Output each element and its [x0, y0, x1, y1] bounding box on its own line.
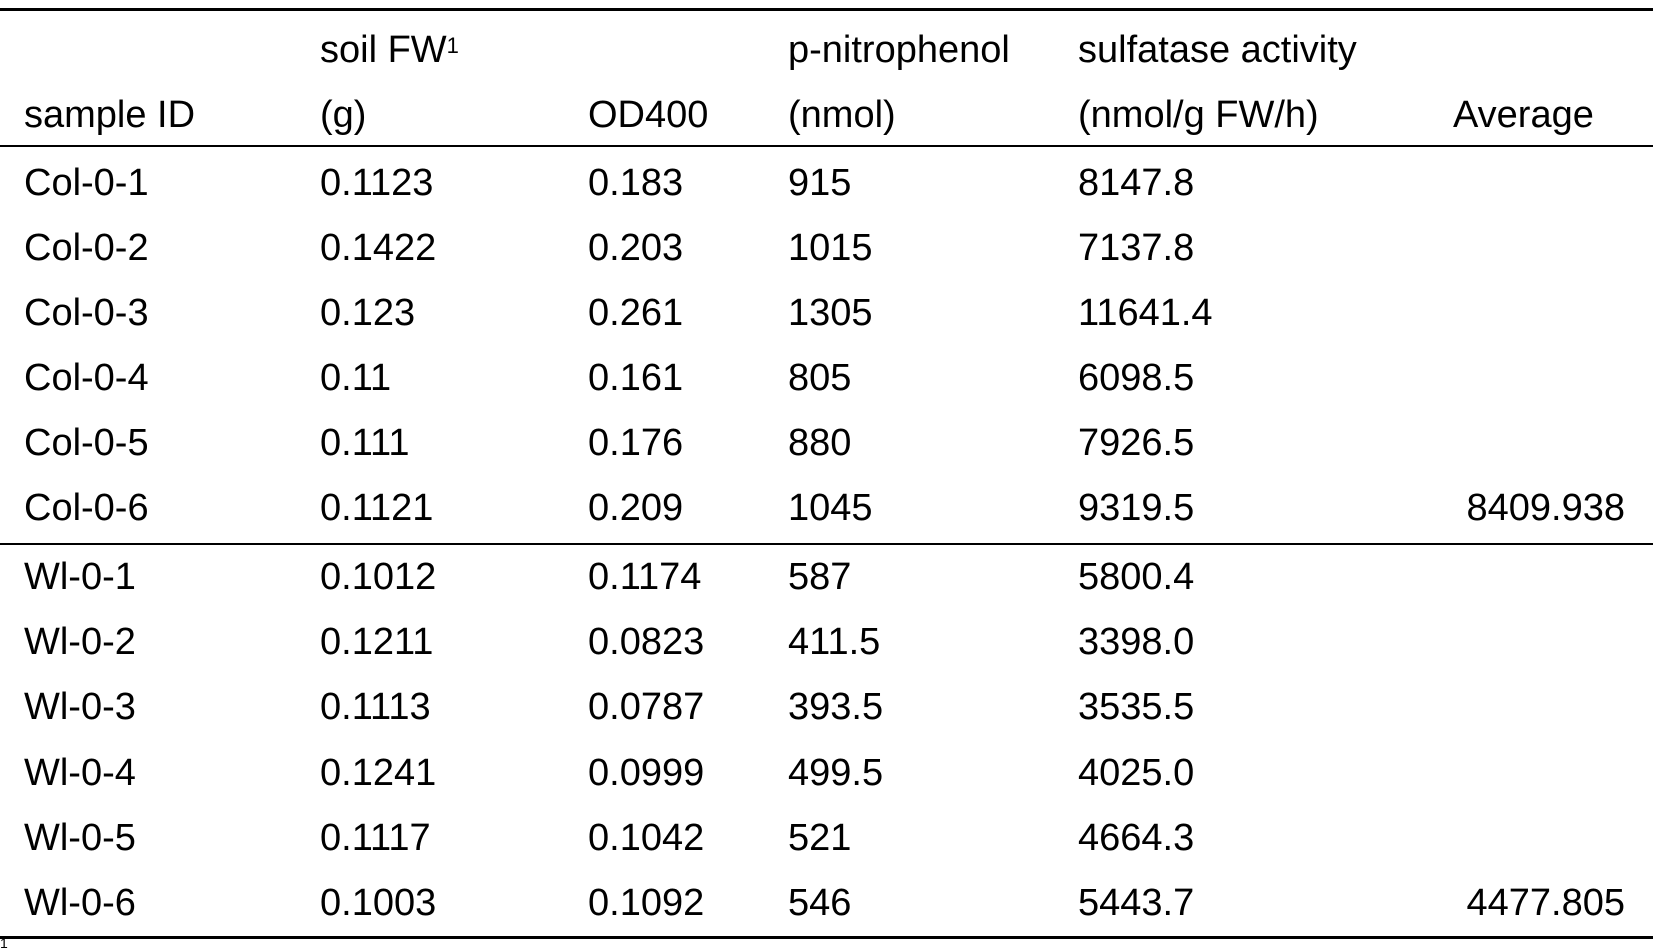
group-separator-rule: [0, 543, 1653, 545]
header-rule: [0, 145, 1653, 147]
cell-sulfatase-activity: 7926.5: [1078, 422, 1195, 464]
footnote-superscript: 1: [446, 33, 459, 58]
cell-od400: 0.1174: [588, 556, 702, 598]
cell-sample-id: Wl-0-4: [24, 752, 136, 794]
cell-soil-fw: 0.1211: [320, 621, 434, 663]
cell-sulfatase-activity: 5800.4: [1078, 556, 1195, 598]
cell-od400: 0.1092: [588, 882, 705, 924]
header-sample-id: sample ID: [24, 94, 196, 136]
cell-soil-fw: 0.1117: [320, 817, 431, 859]
cell-p-nitrophenol: 587: [788, 556, 852, 598]
cell-sulfatase-activity: 7137.8: [1078, 227, 1195, 269]
header-p-nitrophenol: p-nitrophenol: [788, 29, 1010, 71]
cell-od400: 0.203: [588, 227, 684, 269]
cell-p-nitrophenol: 1015: [788, 227, 873, 269]
cell-p-nitrophenol: 411.5: [788, 621, 881, 663]
cell-sample-id: Wl-0-5: [24, 817, 136, 859]
cell-p-nitrophenol: 521: [788, 817, 852, 859]
cell-od400: 0.0999: [588, 752, 705, 794]
header-od400: OD400: [588, 94, 709, 136]
footnote-mark: 1: [0, 935, 8, 951]
cell-p-nitrophenol: 1305: [788, 292, 873, 334]
cell-soil-fw: 0.123: [320, 292, 416, 334]
cell-sulfatase-activity: 6098.5: [1078, 357, 1195, 399]
cell-sample-id: Col-0-4: [24, 357, 149, 399]
cell-p-nitrophenol: 499.5: [788, 752, 884, 794]
header-soil-fw: soil FW1: [320, 29, 459, 71]
cell-od400: 0.0787: [588, 686, 705, 728]
cell-soil-fw: 0.1241: [320, 752, 437, 794]
cell-sulfatase-activity: 4664.3: [1078, 817, 1195, 859]
cell-sample-id: Wl-0-3: [24, 686, 136, 728]
cell-p-nitrophenol: 915: [788, 162, 852, 204]
cell-sample-id: Col-0-5: [24, 422, 149, 464]
cell-soil-fw: 0.1003: [320, 882, 437, 924]
cell-od400: 0.1042: [588, 817, 705, 859]
cell-p-nitrophenol: 880: [788, 422, 852, 464]
cell-od400: 0.0823: [588, 621, 705, 663]
cell-od400: 0.261: [588, 292, 684, 334]
cell-od400: 0.161: [588, 357, 684, 399]
cell-average: 4477.805: [1466, 882, 1626, 924]
cell-sulfatase-activity: 4025.0: [1078, 752, 1195, 794]
cell-sample-id: Col-0-3: [24, 292, 149, 334]
cell-p-nitrophenol: 393.5: [788, 686, 884, 728]
cell-soil-fw: 0.111: [320, 422, 410, 464]
cell-p-nitrophenol: 1045: [788, 487, 873, 529]
cell-od400: 0.209: [588, 487, 684, 529]
cell-p-nitrophenol: 805: [788, 357, 852, 399]
cell-soil-fw: 0.11: [320, 357, 392, 399]
cell-soil-fw: 0.1422: [320, 227, 437, 269]
cell-sulfatase-activity: 8147.8: [1078, 162, 1195, 204]
cell-sample-id: Wl-0-1: [24, 556, 136, 598]
cell-soil-fw: 0.1012: [320, 556, 437, 598]
cell-soil-fw: 0.1113: [320, 686, 431, 728]
cell-soil-fw: 0.1121: [320, 487, 434, 529]
cell-sulfatase-activity: 3535.5: [1078, 686, 1195, 728]
cell-sample-id: Wl-0-6: [24, 882, 136, 924]
cell-sulfatase-activity: 3398.0: [1078, 621, 1195, 663]
header-soil-fw-unit: (g): [320, 94, 367, 136]
cell-p-nitrophenol: 546: [788, 882, 852, 924]
cell-soil-fw: 0.1123: [320, 162, 434, 204]
top-rule: [0, 8, 1653, 11]
cell-sample-id: Col-0-6: [24, 487, 149, 529]
cell-sulfatase-activity: 11641.4: [1078, 292, 1213, 334]
cell-sample-id: Col-0-1: [24, 162, 149, 204]
cell-sulfatase-activity: 9319.5: [1078, 487, 1195, 529]
cell-sulfatase-activity: 5443.7: [1078, 882, 1195, 924]
header-sulfatase-activity: sulfatase activity: [1078, 29, 1357, 71]
cell-sample-id: Col-0-2: [24, 227, 149, 269]
cell-od400: 0.183: [588, 162, 684, 204]
cell-average: 8409.938: [1466, 487, 1626, 529]
bottom-rule: [0, 936, 1653, 939]
cell-sample-id: Wl-0-2: [24, 621, 136, 663]
header-p-nitrophenol-unit: (nmol): [788, 94, 896, 136]
cell-od400: 0.176: [588, 422, 684, 464]
header-sulfatase-unit: (nmol/g FW/h): [1078, 94, 1319, 136]
header-average: Average: [1453, 94, 1594, 136]
